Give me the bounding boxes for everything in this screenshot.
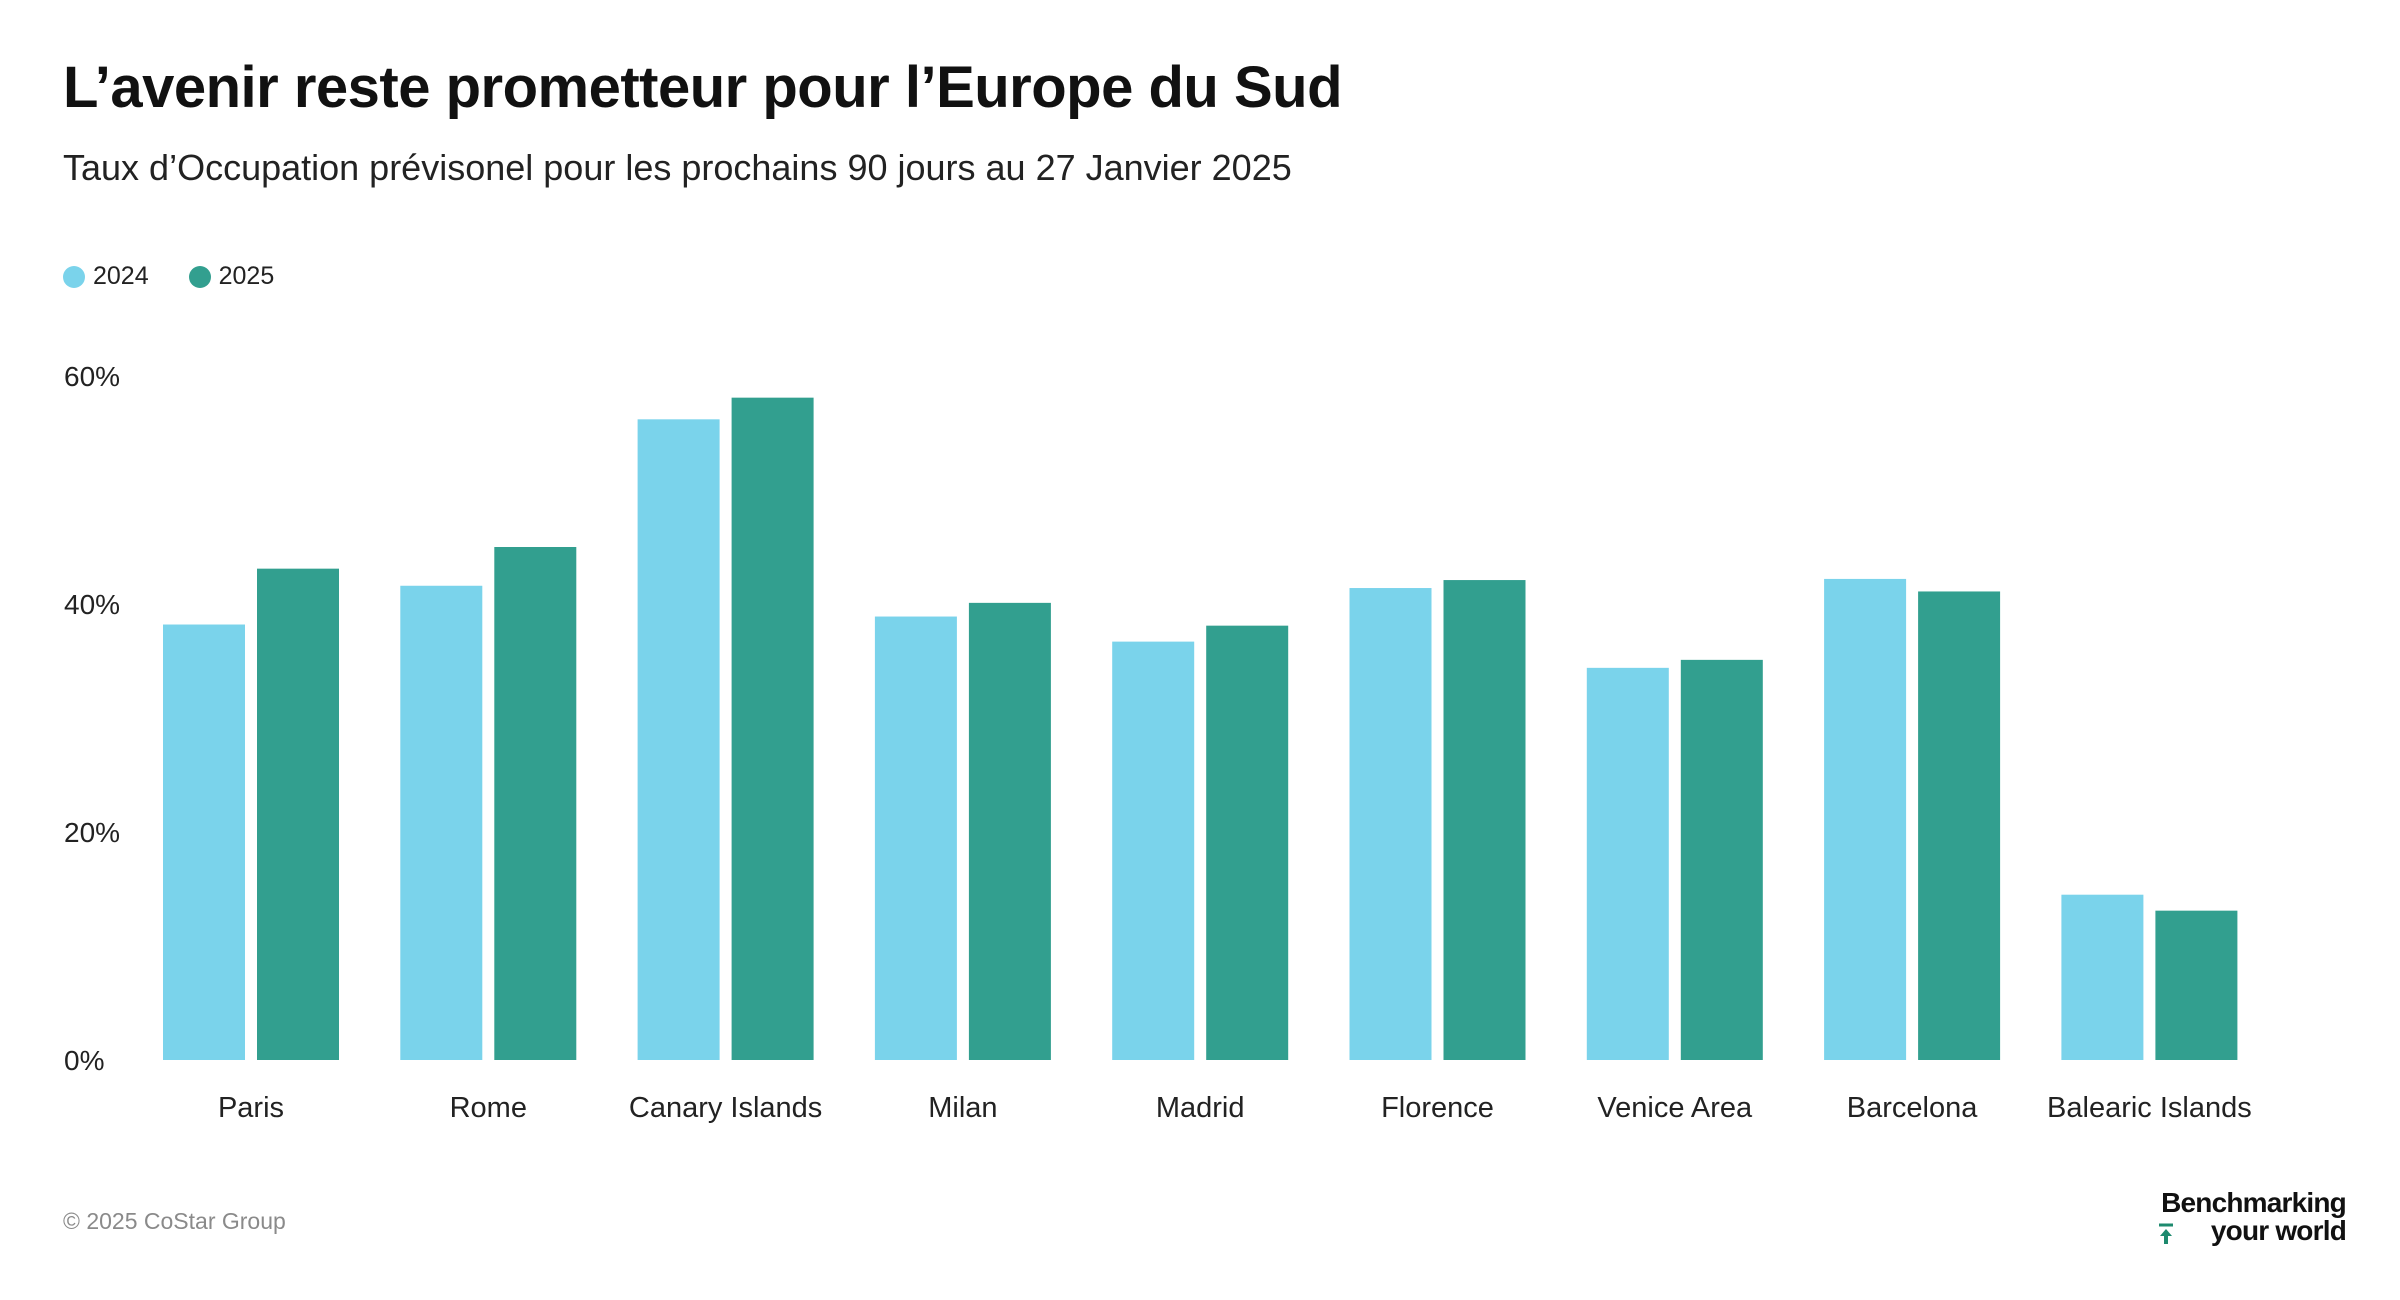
legend-swatch-2025 (188, 265, 211, 288)
x-tick-label: Balearic Islands (2047, 1092, 2252, 1124)
legend-swatch-2024 (63, 265, 85, 288)
bar-2025 (257, 568, 339, 1060)
chart-legend: 2024 2025 (63, 262, 274, 291)
bar-2024 (1824, 578, 1907, 1060)
bar-2025 (2155, 910, 2238, 1060)
brand-logo: Benchmarking your world (2156, 1187, 2347, 1248)
legend-item-2025: 2025 (188, 262, 275, 291)
brand-line-2: your world (2210, 1215, 2347, 1246)
bar-2025 (968, 602, 1051, 1060)
x-tick-label: Madrid (1156, 1092, 1245, 1124)
bar-2025 (731, 397, 814, 1060)
bar-2025 (1206, 625, 1289, 1060)
bar-2024 (163, 624, 245, 1060)
bar-2025 (1680, 659, 1763, 1060)
x-tick-label: Paris (218, 1092, 284, 1124)
bar-2025 (1918, 591, 2001, 1060)
bar-2024 (874, 616, 957, 1060)
legend-label-2025: 2025 (218, 262, 275, 290)
y-tick-label: 40% (64, 589, 120, 620)
x-tick-label: Canary Islands (629, 1092, 822, 1124)
bar-2024 (2061, 894, 2144, 1060)
x-tick-label: Milan (928, 1092, 997, 1124)
bar-2024 (637, 419, 720, 1060)
y-tick-label: 0% (64, 1045, 104, 1076)
chart-title: L’avenir reste prometteur pour l’Europe … (63, 55, 1343, 120)
bar-2024 (1349, 588, 1432, 1060)
x-tick-label: Venice Area (1597, 1092, 1753, 1124)
bar-2024 (1112, 641, 1195, 1060)
brand-line-1: Benchmarking (2161, 1187, 2347, 1218)
bar-2025 (1443, 580, 1526, 1060)
x-tick-label: Rome (450, 1092, 527, 1124)
bar-2024 (400, 585, 483, 1060)
legend-label-2024: 2024 (93, 262, 149, 290)
bar-2025 (494, 547, 577, 1060)
up-arrow-icon (2159, 1223, 2173, 1244)
x-tick-label: Barcelona (1847, 1092, 1978, 1124)
x-tick-label: Florence (1381, 1092, 1494, 1124)
chart-subtitle: Taux d’Occupation prévisonel pour les pr… (63, 147, 1292, 188)
bar-2024 (1586, 667, 1669, 1060)
legend-item-2024: 2024 (63, 262, 149, 291)
copyright-text: © 2025 CoStar Group (63, 1208, 286, 1234)
y-tick-label: 20% (64, 817, 120, 848)
y-tick-label: 60% (64, 361, 120, 392)
